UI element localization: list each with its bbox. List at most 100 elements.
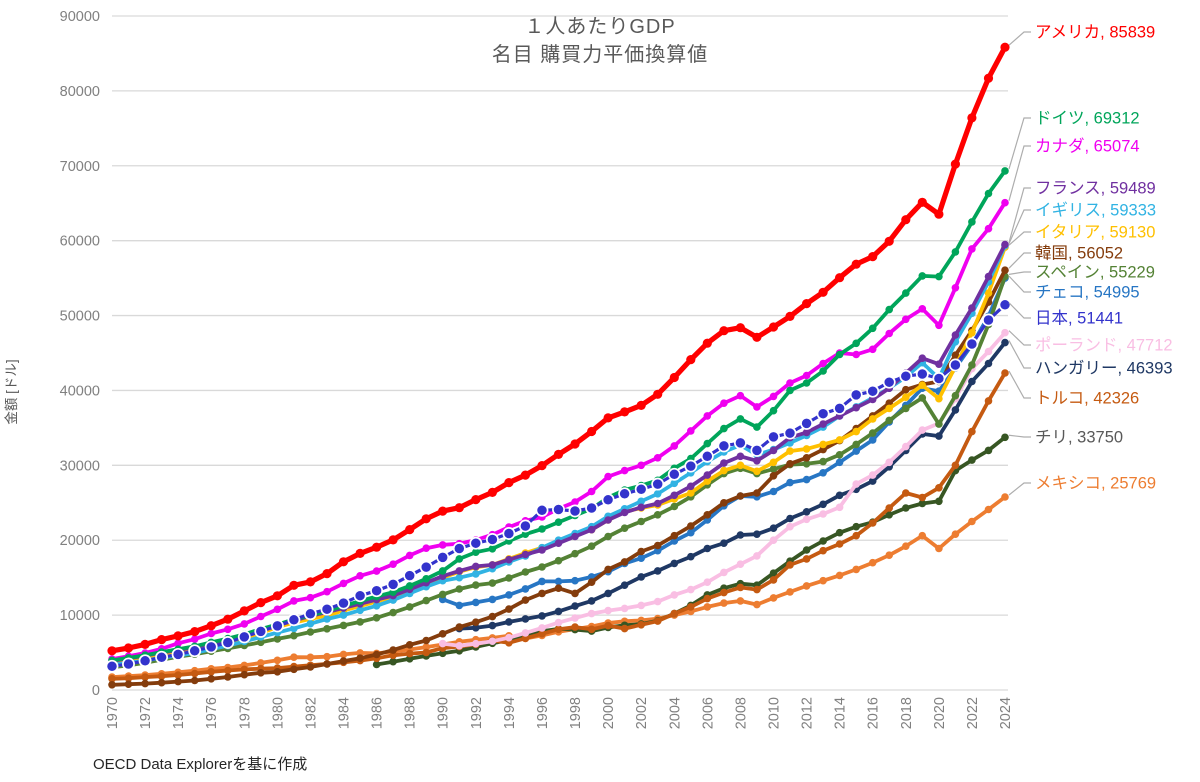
data-point [422,648,431,657]
data-point [488,621,497,630]
label-leader-lines [1008,31,1031,496]
data-point [538,525,546,533]
data-point [472,562,480,571]
series-end-labels: アメリカ, 85839 ドイツ, 69312 カナダ, 65074 フランス, 594… [1035,24,1173,493]
data-point [653,490,662,498]
leader-line-italy [1008,231,1031,246]
data-point [221,636,235,649]
x-tick-label: 1980 [270,697,286,729]
data-point [604,621,612,630]
data-point [802,460,811,468]
data-point [204,640,218,654]
data-point [587,487,596,496]
data-point [585,501,599,515]
data-point [389,608,397,617]
data-point [720,568,728,577]
data-point [570,439,580,449]
data-point [835,491,844,500]
data-point [372,542,382,552]
data-point [538,624,546,632]
data-point [372,614,381,622]
data-point [620,581,629,589]
data-point [687,585,695,594]
data-point [868,345,877,354]
data-point [637,601,645,610]
data-point [736,597,745,605]
data-point [684,459,698,473]
data-point [902,489,910,497]
data-point [571,549,579,558]
x-tick-label: 1976 [204,697,220,729]
data-point [818,287,828,297]
series-hungary [455,338,1009,633]
data-point [190,669,199,678]
data-point [604,589,612,598]
data-point [224,625,232,634]
data-point [868,519,877,527]
data-point [488,545,497,553]
data-point [303,607,317,621]
chart-subtitle: 名目 購買力平価換算値 [491,44,709,66]
data-point [819,457,827,466]
data-point [521,550,530,559]
data-point [902,385,910,394]
data-point [157,635,167,645]
data-point [257,659,265,667]
data-point [768,322,779,332]
data-point [287,613,301,627]
data-point [239,606,249,616]
series-label-canada: カナダ, 65074 [1035,137,1140,156]
data-point [868,471,877,479]
data-point [670,491,679,500]
x-tick-label: 1996 [535,697,551,729]
data-point [819,537,827,545]
data-point [207,629,215,638]
data-point [190,627,200,637]
data-point [356,572,364,580]
data-point [455,623,464,631]
data-point [339,621,348,630]
data-point [488,579,497,587]
x-tick-label: 2012 [800,697,816,729]
data-point [686,355,696,365]
data-point [720,599,728,607]
data-point [767,430,780,444]
data-point [1001,338,1009,347]
data-point [372,660,381,669]
data-point [753,530,761,538]
data-point [637,547,645,556]
data-point [155,650,169,664]
data-point [885,458,893,467]
data-point [700,449,714,463]
series-label-hungary: ハンガリー, 46393 [1035,359,1173,378]
data-point [273,635,282,643]
data-point [174,677,182,686]
series-label-spain: スペイン, 55229 [1035,264,1155,282]
data-point [323,625,331,633]
data-point [157,672,166,680]
data-point [835,540,844,548]
y-tick-label: 40000 [60,383,100,399]
data-point [455,567,464,575]
series-hungary-line [457,340,1007,631]
leader-line-france [1008,187,1031,243]
leader-line-chile [1008,434,1031,438]
data-point [951,530,960,538]
data-point [769,576,778,584]
data-point [1001,328,1009,337]
data-point [868,558,877,567]
data-point [935,321,943,330]
x-tick-label: 2016 [866,697,882,729]
data-point [687,528,695,537]
data-point [552,503,565,516]
data-point [389,646,397,654]
data-point [306,619,315,628]
data-point [521,585,530,593]
data-point [438,506,448,516]
data-point [786,522,794,531]
data-point [819,367,827,375]
data-point [687,552,695,561]
data-point [620,624,629,633]
data-point [785,311,795,321]
data-point [918,499,927,508]
